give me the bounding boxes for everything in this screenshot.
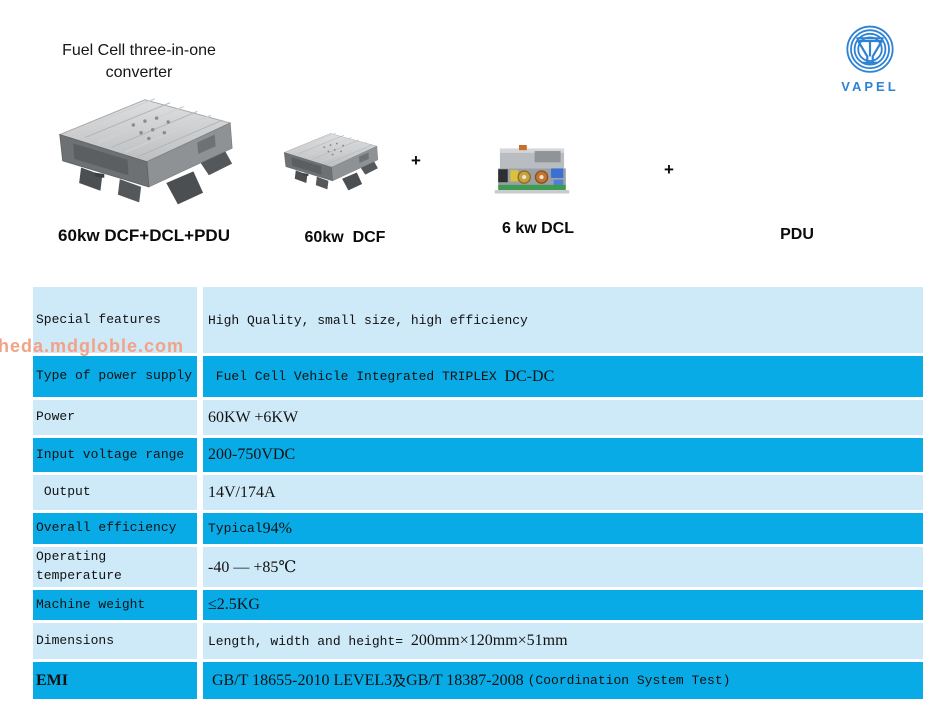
plus-sign-1: +: [411, 151, 421, 170]
page-title-line1: Fuel Cell three-in-one: [62, 42, 216, 59]
row-label: EMI: [33, 662, 197, 699]
vapel-logo-icon: [846, 25, 894, 73]
table-row: Machine weight ≤2.5KG: [33, 590, 923, 620]
product-image-60kw-dcf-dcl-pdu: [52, 90, 236, 218]
row-value: GB/T 18655-2010 LEVEL3 及 GB/T 18387-2008 (…: [203, 662, 923, 699]
vapel-logo: VAPEL: [838, 24, 902, 94]
table-row: Type of power supply Fuel Cell Vehicle I…: [33, 356, 923, 397]
caption-pdu: PDU: [780, 226, 814, 243]
page-title: Fuel Cell three-in-one converter: [46, 40, 232, 84]
row-value: 60KW +6KW: [203, 400, 923, 435]
row-label: Operating temperature: [33, 547, 197, 587]
row-value-segment: High Quality, small size, high efficienc…: [208, 312, 528, 328]
row-value: 200-750VDC: [203, 438, 923, 472]
row-value-segment: 14V/174A: [208, 483, 276, 501]
row-label: Power: [33, 400, 197, 435]
product-image-6kw-dcl: [493, 144, 571, 198]
table-row: Input voltage range 200-750VDC: [33, 438, 923, 472]
row-value: Typical 94%: [203, 513, 923, 544]
row-value-segment: 60KW +6KW: [208, 408, 299, 426]
row-value-segment: Fuel Cell Vehicle Integrated TRIPLEX: [208, 369, 505, 384]
row-label: Overall efficiency: [33, 513, 197, 544]
row-value: Length, width and height= 200mm×120mm×51…: [203, 623, 923, 659]
row-value-segment: Typical: [208, 521, 263, 536]
caption-60kw-dcf: 60kw DCF: [304, 229, 386, 246]
spec-table: Special features High Quality, small size…: [33, 287, 923, 699]
plus-sign-2: +: [664, 160, 674, 179]
table-row: Overall efficiency Typical 94%: [33, 513, 923, 544]
row-label: Type of power supply: [33, 356, 197, 397]
caption-60kw-dcf-dcl-pdu: 60kw DCF+DCL+PDU: [58, 226, 230, 245]
watermark: heda.mdgloble.com: [0, 336, 185, 356]
row-value-segment: GB/T 18387-2008: [406, 671, 528, 689]
row-label: Special features: [33, 287, 197, 353]
row-label: Input voltage range: [33, 438, 197, 472]
table-row: EMI GB/T 18655-2010 LEVEL3 及 GB/T 18387-20…: [33, 662, 923, 699]
page-title-line2: converter: [105, 64, 173, 81]
row-value: Fuel Cell Vehicle Integrated TRIPLEX DC-…: [203, 356, 923, 397]
product-image-60kw-dcf: [280, 128, 380, 198]
row-value: 14V/174A: [203, 475, 923, 510]
row-value-segment: 200mm×120mm×51mm: [410, 632, 568, 649]
row-value-segment: ≤2.5KG: [208, 596, 260, 613]
row-label: Output: [33, 475, 197, 510]
row-value: High Quality, small size, high efficienc…: [203, 287, 923, 353]
row-value-segment: Length, width and height=: [208, 633, 411, 649]
table-row: Special features High Quality, small size…: [33, 287, 923, 353]
row-value-segment: (Coordination System Test): [527, 673, 731, 688]
row-value: -40 — +85℃: [203, 547, 923, 587]
row-label: Dimensions: [33, 623, 197, 659]
row-value-segment: DC-DC: [504, 367, 555, 385]
row-value: ≤2.5KG: [203, 590, 923, 620]
row-value-segment: 94%: [262, 519, 292, 537]
row-value-segment: -40 — +85℃: [208, 559, 297, 576]
row-label: Machine weight: [33, 590, 197, 620]
row-value-segment: 及: [392, 673, 407, 690]
row-value-segment: 200-750VDC: [208, 446, 296, 463]
table-row: Dimensions Length, width and height= 200m…: [33, 623, 923, 659]
table-row: Operating temperature -40 — +85℃: [33, 547, 923, 587]
table-row: Output 14V/174A: [33, 475, 923, 510]
caption-6kw-dcl: 6 kw DCL: [501, 220, 574, 237]
row-value-segment: GB/T 18655-2010 LEVEL3: [208, 671, 393, 689]
table-row: Power 60KW +6KW: [33, 400, 923, 435]
vapel-logo-text: VAPEL: [841, 79, 899, 94]
